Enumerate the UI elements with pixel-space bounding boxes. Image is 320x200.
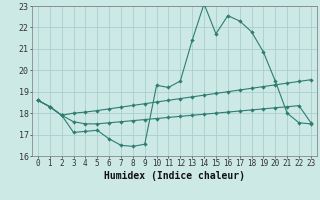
X-axis label: Humidex (Indice chaleur): Humidex (Indice chaleur) (104, 171, 245, 181)
